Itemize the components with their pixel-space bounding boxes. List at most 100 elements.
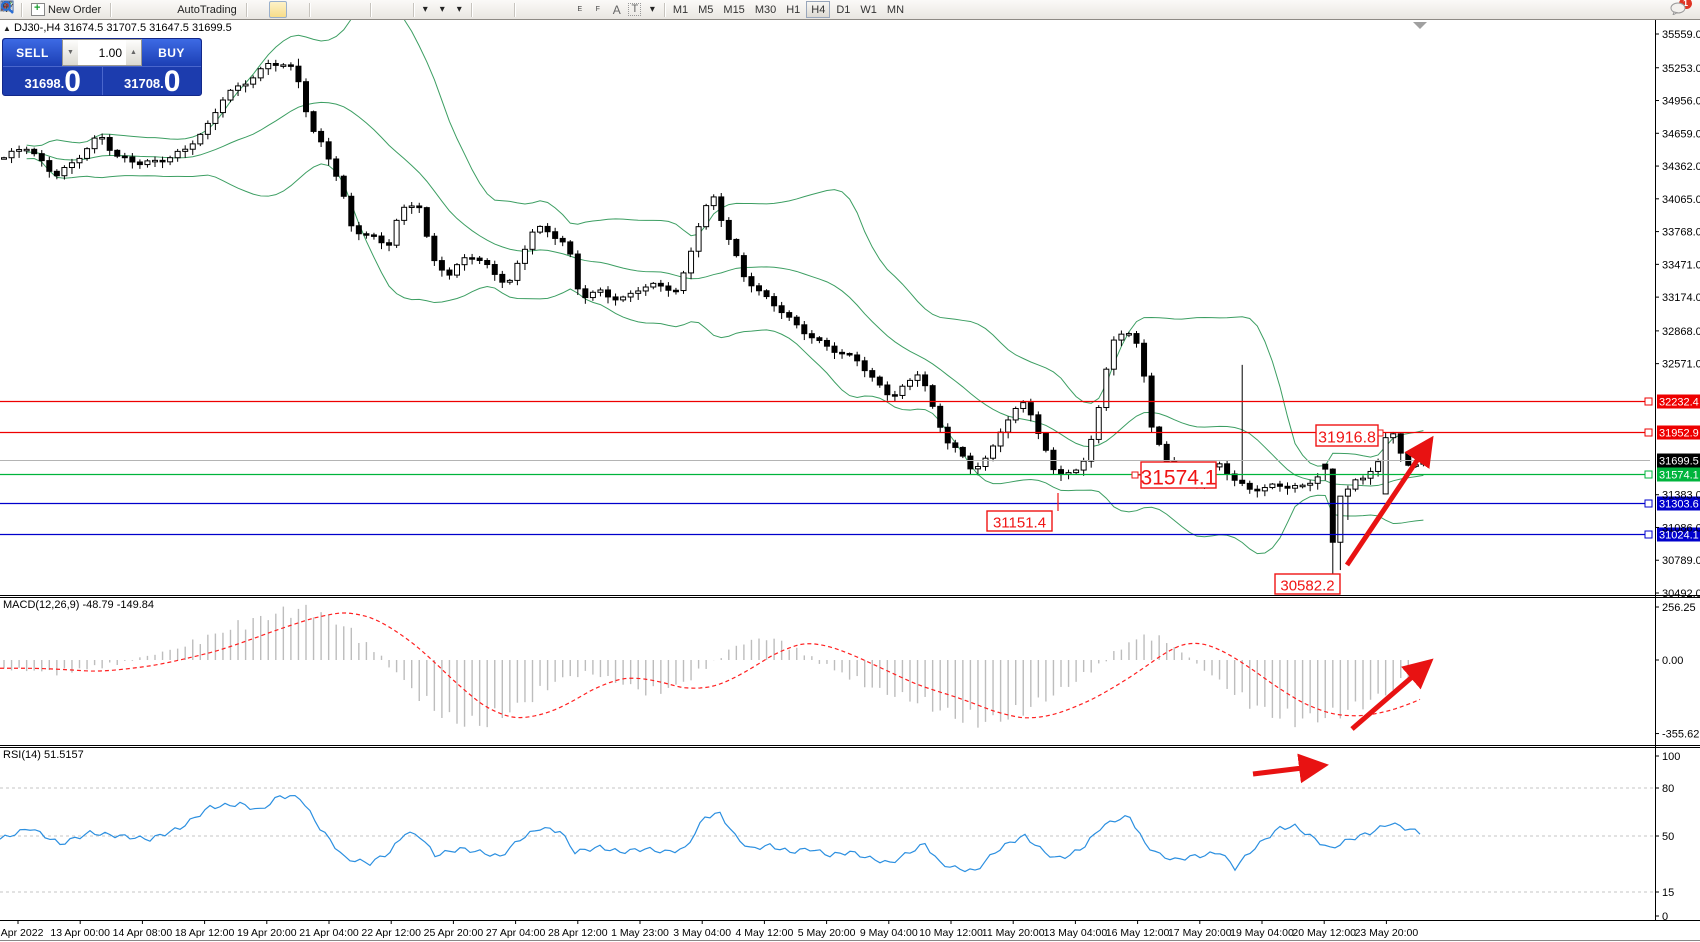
- trend-arrows[interactable]: [1252, 435, 1434, 784]
- zoom-in-icon[interactable]: [1, 1, 330, 17]
- price-tick-label: 35559.0: [1662, 29, 1700, 41]
- buy-button[interactable]: BUY: [142, 39, 201, 66]
- time-tick-label: 11 May 20:00: [982, 927, 1045, 939]
- text-t-glyph: T: [628, 3, 642, 16]
- price-tick-label: 30789.0: [1662, 555, 1700, 567]
- time-tick-label: 25 Apr 20:00: [424, 927, 484, 939]
- chart-shift-icon[interactable]: [1, 2, 391, 17]
- time-tick-label: 17 May 20:00: [1168, 927, 1232, 939]
- equidistant-channel-icon[interactable]: E: [0, 1, 589, 17]
- time-tick-label: 27 Apr 04:00: [486, 927, 546, 939]
- price-axis: 32232.4 31952.9 31699.5 31574.1 31303.6 31024…: [1655, 29, 1700, 600]
- line-endpoint-handle: [1644, 397, 1653, 406]
- toolbar-separator: [369, 2, 371, 17]
- timeframe-button-m15[interactable]: M15: [723, 3, 745, 16]
- price-annotation-box[interactable]: [986, 510, 1053, 532]
- drawn-arrow-price[interactable]: [1344, 435, 1434, 567]
- new-order-label: New Order: [48, 3, 102, 16]
- chart-object-marker-icon: ▲: [3, 24, 11, 33]
- drawn-arrow-rsi[interactable]: [1252, 753, 1329, 784]
- price-annotation-text: 31151.4: [993, 515, 1046, 532]
- indicators-button[interactable]: ▾: [0, 0, 433, 17]
- candlestick-chart-icon[interactable]: [1, 1, 287, 18]
- timeframe-button-w1[interactable]: W1: [860, 3, 877, 16]
- time-tick-label: 13 Apr 00:00: [50, 927, 110, 939]
- dropdown-caret: ▾: [649, 4, 655, 15]
- price-annotation-box[interactable]: [1140, 461, 1217, 489]
- text-icon[interactable]: A: [609, 2, 625, 17]
- line-endpoint-handle: [1644, 470, 1653, 479]
- volume-input[interactable]: 1.00: [78, 40, 126, 65]
- channel-e-label: E: [577, 6, 583, 13]
- price-level-badge: [1657, 425, 1700, 440]
- price-level-badge-text: 31024.1: [1659, 530, 1699, 542]
- autotrading-button[interactable]: AutoTrading: [1, 1, 242, 17]
- time-tick-label: 14 Apr 08:00: [113, 927, 173, 939]
- sell-button[interactable]: SELL: [3, 39, 62, 66]
- macd-pane: 256.25 0.00 -355.62: [0, 602, 1699, 741]
- timeframe-button-h4[interactable]: H4: [806, 1, 831, 18]
- trendline-icon[interactable]: [0, 0, 571, 17]
- price-annotation-text: 31916.8: [1318, 430, 1376, 447]
- timeframe-button-m30[interactable]: M30: [754, 3, 777, 16]
- auto-scroll-icon[interactable]: [1, 2, 409, 17]
- sell-price-dot: .: [60, 76, 65, 91]
- time-tick-label: 22 Apr 12:00: [361, 927, 421, 939]
- tile-windows-icon[interactable]: [0, 0, 366, 17]
- buy-price[interactable]: 31708. 0: [101, 67, 202, 95]
- bollinger-bands: [26, 1, 1424, 555]
- time-tick-label: 16 May 12:00: [1106, 927, 1170, 939]
- macd-tick-label: 256.25: [1662, 602, 1696, 614]
- navigator-icon[interactable]: [0, 2, 167, 17]
- chart-shift-marker[interactable]: [1413, 22, 1427, 29]
- templates-button[interactable]: ▾: [0, 0, 467, 17]
- horizontal-line-icon[interactable]: [1, 2, 553, 17]
- price-annotation-box[interactable]: [1315, 424, 1379, 447]
- cursor-icon[interactable]: [2, 1, 492, 17]
- timeframe-button-m5[interactable]: M5: [698, 3, 714, 16]
- crosshair-icon[interactable]: [1, 1, 510, 17]
- price-tick-label: 35253.0: [1662, 63, 1700, 75]
- annotations[interactable]: 31916.8 31574.1 31151.4 30582.2: [986, 424, 1384, 595]
- line-chart-icon[interactable]: [0, 1, 305, 17]
- vertical-line-icon[interactable]: [4, 1, 535, 17]
- time-tick-label: 13 May 04:00: [1044, 927, 1108, 939]
- new-order-icon: [31, 2, 45, 16]
- text-label-icon[interactable]: T: [627, 2, 643, 17]
- price-level-badge: [1657, 496, 1700, 511]
- arrows-button[interactable]: ▾: [1, 2, 660, 17]
- price-annotation-text: 31574.1: [1141, 467, 1217, 490]
- price-tick-label: 34659.0: [1662, 128, 1700, 140]
- price-tick-label: 30492.0: [1662, 588, 1700, 600]
- zoom-out-icon[interactable]: [1, 1, 348, 17]
- time-tick-label: 5 May 20:00: [798, 927, 856, 939]
- new-order-button[interactable]: New Order: [26, 2, 106, 17]
- periods-button[interactable]: ▾: [0, 0, 450, 17]
- sell-price[interactable]: 31698. 0: [3, 67, 102, 95]
- price-tick-label: 34362.0: [1662, 161, 1700, 173]
- timeframe-button-d1[interactable]: D1: [836, 3, 851, 16]
- price-tick-label: 33174.0: [1662, 292, 1700, 304]
- toolbar-search-icon[interactable]: [1, 1, 1639, 17]
- market-watch-icon[interactable]: [0, 0, 131, 17]
- rsi-tick-label: 100: [1662, 751, 1680, 763]
- data-window-icon[interactable]: [0, 0, 149, 17]
- timeframe-button-mn[interactable]: MN: [886, 3, 905, 16]
- toolbar: New Order AutoTrading ▾ ▾ ▾ E F A: [0, 0, 1700, 20]
- timeframe-button-h1[interactable]: H1: [786, 3, 801, 16]
- bar-chart-icon[interactable]: [1, 1, 267, 17]
- timeframe-button-m1[interactable]: M1: [672, 3, 689, 16]
- drawn-arrow-macd[interactable]: [1350, 658, 1434, 731]
- timeframe-toolbar: M1 M5 M15 M30 H1 H4 D1 W1 MN: [668, 1, 909, 18]
- price-annotation-box[interactable]: [1274, 573, 1341, 595]
- volume-decrease-button[interactable]: ▼: [63, 40, 78, 65]
- fibonacci-icon[interactable]: F: [1, 1, 607, 17]
- notifications-icon[interactable]: 1: [1670, 0, 1692, 17]
- horizontal-level-lines[interactable]: [0, 397, 1653, 539]
- price-tick-label: 32571.0: [1662, 359, 1700, 371]
- toolbar-separator: [663, 2, 665, 17]
- volume-increase-button[interactable]: ▲: [126, 40, 141, 65]
